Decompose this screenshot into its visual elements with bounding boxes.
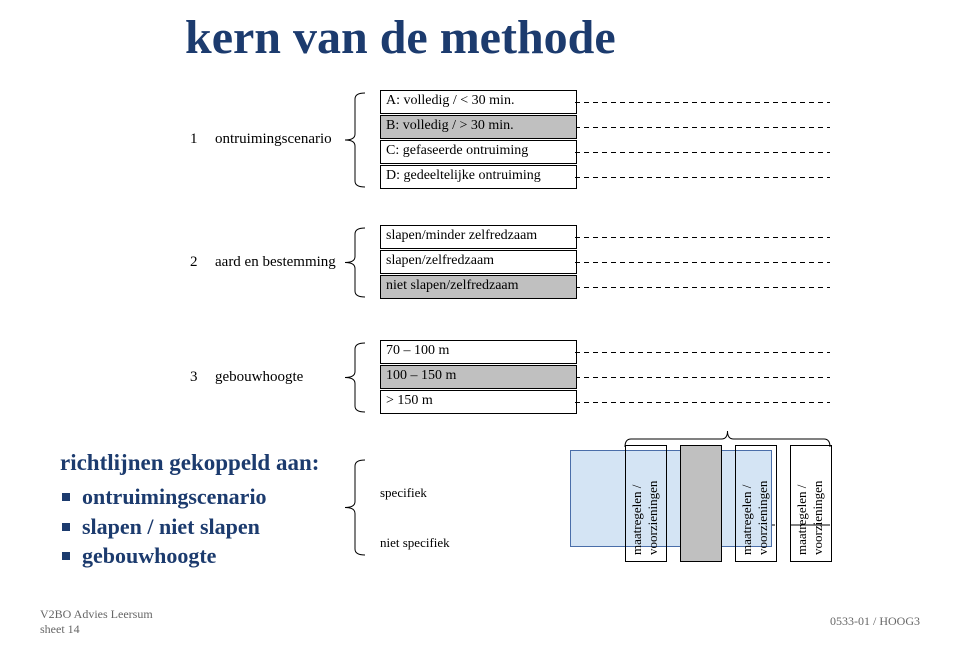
column-box [735, 445, 777, 562]
column-box [790, 445, 832, 562]
page-title: kern van de methode [185, 10, 616, 65]
row-label: ontruimingscenario [215, 131, 332, 148]
row-number: 2 [190, 254, 198, 271]
diagram: 1 ontruimingscenario A: volledig / < 30 mi… [190, 90, 910, 490]
bullet-item: gebouwhoogte [60, 541, 380, 571]
bullet-item: slapen / niet slapen [60, 512, 380, 542]
column-box [680, 445, 722, 562]
option-label: D: gedeeltelijke ontruiming [386, 168, 541, 184]
row-number: 3 [190, 369, 198, 386]
option-label: 100 – 150 m [386, 368, 456, 384]
row-label: aard en bestemming [215, 254, 336, 271]
row-number: 1 [190, 131, 198, 148]
option-label: > 150 m [386, 393, 433, 409]
footer-org: V2BO Advies Leersum [40, 607, 153, 621]
bullet-item: ontruimingscenario [60, 482, 380, 512]
option-label: slapen/zelfredzaam [386, 253, 494, 269]
bullets-heading: richtlijnen gekoppeld aan: [60, 450, 380, 476]
footer-left: V2BO Advies Leersum sheet 14 [40, 607, 153, 637]
footer-sheet: sheet 14 [40, 622, 80, 636]
option-label: niet slapen/zelfredzaam [386, 278, 519, 294]
subrow-label: specifiek [380, 485, 427, 501]
option-label: A: volledig / < 30 min. [386, 93, 514, 109]
row-label: gebouwhoogte [215, 369, 303, 386]
column-box [625, 445, 667, 562]
footer-right: 0533-01 / HOOG3 [830, 614, 920, 629]
option-label: slapen/minder zelfredzaam [386, 228, 537, 244]
page: kern van de methode 1 ontruimingscenario A… [0, 0, 960, 657]
subrow-label: niet specifiek [380, 535, 450, 551]
bullets-panel: richtlijnen gekoppeld aan: ontruimingsce… [60, 450, 380, 571]
option-label: 70 – 100 m [386, 343, 449, 359]
option-label: C: gefaseerde ontruiming [386, 143, 528, 159]
option-label: B: volledig / > 30 min. [386, 118, 514, 134]
